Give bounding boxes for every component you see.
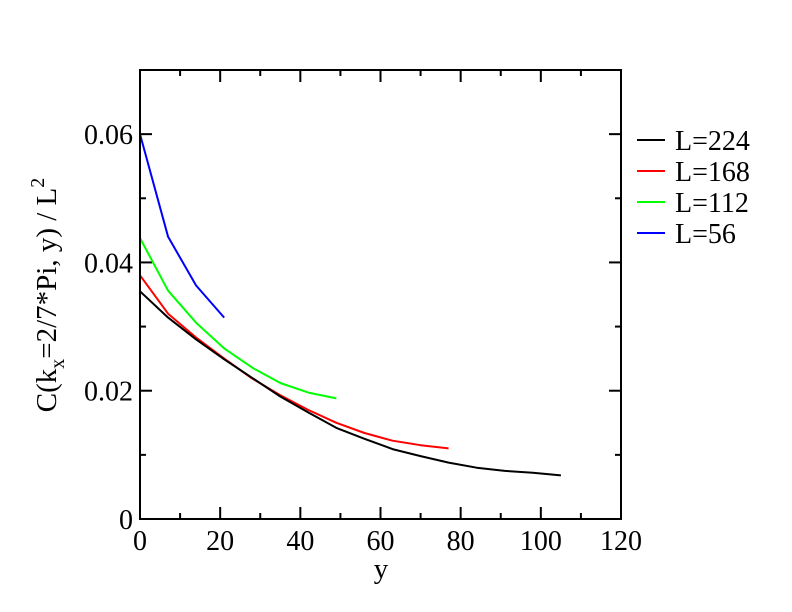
series-line-l-224 [139, 290, 561, 477]
x-axis-title: y [374, 553, 389, 585]
x-tick-label: 20 [206, 526, 234, 557]
series-line-l-56 [139, 133, 225, 319]
plot-frame [139, 69, 622, 520]
legend-label: L=112 [675, 188, 749, 219]
y-axis-title: C(kx=2/7*Pi, y) / L2 [27, 178, 69, 413]
x-tick-labels: 0 20 40 60 80 100 120 [133, 526, 642, 557]
x-tick-label: 60 [367, 526, 395, 557]
x-tick-label: 100 [520, 526, 562, 557]
y-tick-label: 0.02 [84, 377, 133, 408]
y-axis-title-sub: x [47, 359, 69, 369]
series-layer [139, 133, 561, 477]
y-tick-label: 0.06 [84, 120, 133, 151]
x-tick-label: 80 [447, 526, 475, 557]
y-tick-label: 0.04 [84, 248, 133, 279]
y-tick-labels: 0 0.02 0.04 0.06 [84, 120, 133, 536]
y-axis-title-main: C(k [31, 368, 63, 412]
ticks-layer [139, 69, 622, 520]
series-line-l-168 [139, 274, 449, 450]
legend-label: L=168 [675, 157, 750, 188]
legend-label: L=56 [675, 219, 736, 250]
y-axis-title-rest: =2/7*Pi, y) / L [31, 188, 63, 359]
y-tick-label: 0 [119, 505, 133, 536]
x-tick-label: 40 [286, 526, 314, 557]
x-tick-label: 0 [133, 526, 147, 557]
y-axis-title-sup: 2 [27, 178, 49, 188]
series-line-l-112 [139, 237, 337, 400]
legend-label: L=224 [675, 126, 750, 157]
x-tick-label: 120 [600, 526, 642, 557]
